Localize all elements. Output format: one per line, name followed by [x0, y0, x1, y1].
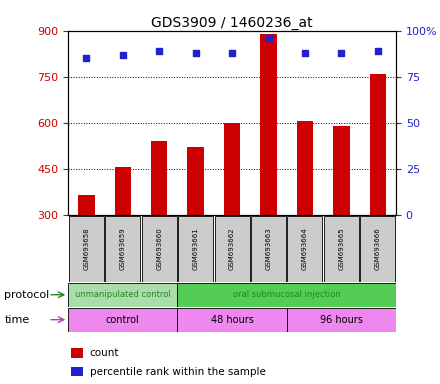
Text: protocol: protocol: [4, 290, 50, 300]
FancyBboxPatch shape: [324, 216, 359, 281]
FancyBboxPatch shape: [177, 308, 287, 332]
Bar: [370, 74, 386, 215]
Text: oral submucosal injection: oral submucosal injection: [233, 290, 341, 299]
Text: GSM693662: GSM693662: [229, 227, 235, 270]
Bar: [333, 126, 349, 215]
Bar: [78, 195, 95, 215]
Point: [192, 50, 199, 56]
FancyBboxPatch shape: [251, 216, 286, 281]
FancyBboxPatch shape: [287, 308, 396, 332]
Text: GSM693663: GSM693663: [265, 227, 271, 270]
Bar: [187, 147, 204, 215]
Point: [119, 51, 126, 58]
FancyBboxPatch shape: [178, 216, 213, 281]
Point: [301, 50, 308, 56]
Bar: [115, 167, 131, 215]
FancyBboxPatch shape: [142, 216, 177, 281]
Text: percentile rank within the sample: percentile rank within the sample: [89, 367, 265, 377]
Text: 48 hours: 48 hours: [211, 314, 253, 325]
Text: GSM693658: GSM693658: [84, 227, 89, 270]
Text: GSM693659: GSM693659: [120, 227, 126, 270]
Point: [265, 35, 272, 41]
Text: time: time: [4, 314, 29, 325]
FancyBboxPatch shape: [177, 283, 396, 307]
Bar: [71, 348, 83, 358]
Text: 96 hours: 96 hours: [320, 314, 363, 325]
Point: [156, 48, 163, 54]
Bar: [71, 367, 83, 376]
Point: [374, 48, 381, 54]
FancyBboxPatch shape: [105, 216, 140, 281]
FancyBboxPatch shape: [68, 308, 177, 332]
Text: GSM693661: GSM693661: [193, 227, 199, 270]
FancyBboxPatch shape: [287, 216, 323, 281]
FancyBboxPatch shape: [68, 283, 177, 307]
Bar: [297, 121, 313, 215]
Text: control: control: [106, 314, 140, 325]
Bar: [260, 34, 277, 215]
FancyBboxPatch shape: [360, 216, 395, 281]
Text: GSM693660: GSM693660: [156, 227, 162, 270]
Bar: [224, 123, 240, 215]
Title: GDS3909 / 1460236_at: GDS3909 / 1460236_at: [151, 16, 313, 30]
Text: GSM693666: GSM693666: [375, 227, 381, 270]
FancyBboxPatch shape: [215, 216, 249, 281]
Text: GSM693664: GSM693664: [302, 227, 308, 270]
Text: GSM693665: GSM693665: [338, 227, 345, 270]
Point: [83, 55, 90, 61]
Point: [338, 50, 345, 56]
Point: [229, 50, 236, 56]
Text: count: count: [89, 348, 119, 358]
Text: unmanipulated control: unmanipulated control: [75, 290, 171, 299]
FancyBboxPatch shape: [69, 216, 104, 281]
Bar: [151, 141, 168, 215]
